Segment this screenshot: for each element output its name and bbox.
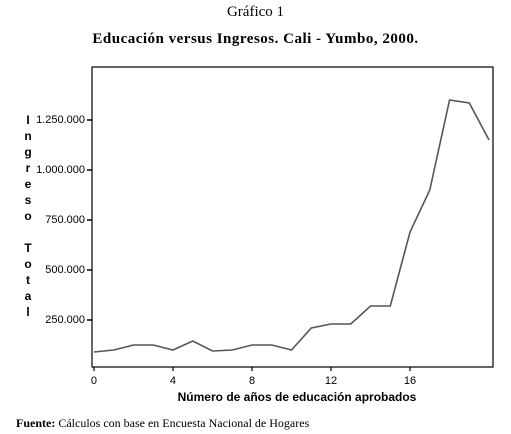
y-tick-label: 1.000.000 xyxy=(36,164,85,176)
source-label: Fuente: xyxy=(16,416,56,430)
x-tick-label: 8 xyxy=(249,375,255,387)
x-tick-label: 16 xyxy=(404,375,416,387)
data-line xyxy=(93,99,490,353)
x-tick-label: 4 xyxy=(170,375,176,387)
source: Fuente: Cálculos con base en Encuesta Na… xyxy=(16,416,309,431)
chart-subtitle: Educación versus Ingresos. Cali - Yumbo,… xyxy=(92,31,419,47)
x-tick-label: 12 xyxy=(325,375,337,387)
x-axis-label: Número de años de educación aprobados xyxy=(178,390,417,404)
source-text: Cálculos con base en Encuesta Nacional d… xyxy=(58,416,310,430)
plot-frame xyxy=(91,66,494,368)
y-axis-label: Ingreso Total xyxy=(21,113,35,321)
x-tick-label: 0 xyxy=(91,375,97,387)
y-tick-label: 500.000 xyxy=(45,264,85,276)
y-tick-label: 1.250.000 xyxy=(36,114,85,126)
y-tick-label: 250.000 xyxy=(45,314,85,326)
chart-title: Gráfico 1 xyxy=(226,4,285,20)
y-tick-label: 750.000 xyxy=(45,214,85,226)
